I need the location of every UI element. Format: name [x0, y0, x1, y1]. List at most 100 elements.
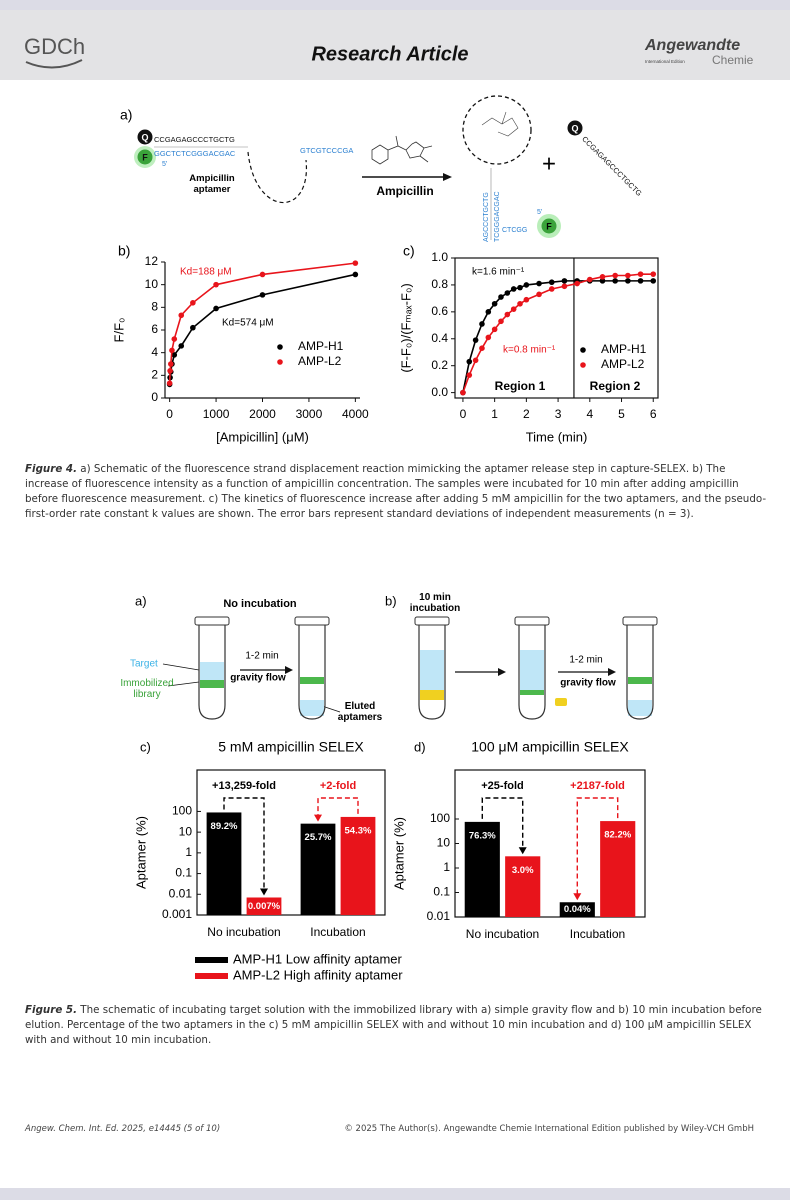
pointer — [167, 681, 200, 687]
annotation: Kd=188 μM — [180, 267, 232, 278]
x-tick-label: 0 — [166, 407, 173, 421]
data-point — [259, 271, 266, 278]
header-band — [0, 10, 790, 80]
data-point — [587, 276, 593, 283]
loop — [247, 151, 307, 204]
data-point — [637, 278, 644, 284]
tube-content — [628, 700, 652, 716]
y-tick-label: 0.4 — [431, 331, 448, 345]
data-point — [166, 380, 173, 387]
data-point — [491, 326, 498, 333]
y-tick-label: 10 — [179, 824, 193, 838]
x-axis-title: Time (min) — [526, 429, 588, 444]
y-tick-label: 10 — [437, 836, 451, 850]
eluted-label: Eluted aptamers — [337, 701, 383, 723]
data-point — [178, 343, 185, 349]
y-tick-label: 1.0 — [431, 250, 448, 264]
header-title: Research Article — [311, 43, 468, 65]
data-point — [352, 260, 359, 266]
data-point — [259, 292, 266, 298]
data-point — [213, 281, 219, 288]
data-point — [466, 372, 473, 378]
time-label: 1-2 min — [569, 655, 602, 666]
panel-title: No incubation — [223, 598, 297, 610]
data-point — [171, 352, 178, 358]
data-point — [517, 300, 523, 307]
data-point — [479, 321, 485, 327]
data-point — [485, 334, 492, 341]
data-point — [625, 278, 631, 284]
sequence: TCGGGACGAC — [494, 191, 501, 242]
y-tick-label: 1 — [443, 860, 450, 874]
data-point — [472, 357, 479, 364]
y-axis-title: Aptamer (%) — [391, 817, 406, 890]
x-axis-title: [Ampicillin] (μM) — [216, 429, 309, 444]
x-tick-label: 4 — [586, 407, 593, 421]
y-axis-title: F/F₀ — [111, 318, 126, 343]
quencher-label: Q — [141, 132, 148, 142]
panel-label: c) — [403, 243, 415, 259]
panel-label: d) — [414, 739, 426, 754]
data-point — [561, 278, 568, 284]
data-point — [460, 389, 466, 396]
sequence: CCGAGAGCCCTGCTG — [580, 134, 644, 198]
quencher — [137, 129, 153, 145]
caption-label: Figure 5. — [25, 1004, 77, 1016]
data-point — [612, 272, 618, 279]
fold-label: +13,259-fold — [212, 780, 276, 792]
method-label: gravity flow — [560, 678, 616, 689]
bottom-strip — [0, 1188, 790, 1200]
legend-marker — [277, 359, 283, 365]
target-label: Target — [130, 659, 158, 670]
data-point — [536, 291, 542, 298]
x-tick-label: 1000 — [203, 407, 230, 421]
fold-arrow-head — [518, 847, 527, 855]
tube-rim — [622, 616, 658, 626]
y-tick-label: 100 — [430, 811, 450, 825]
data-point — [599, 274, 606, 280]
five-prime: 5' — [537, 209, 542, 216]
data-point — [510, 306, 517, 312]
legend-marker — [277, 344, 283, 350]
data-point — [574, 280, 580, 287]
tube-content — [420, 690, 444, 700]
legend-label: AMP-L2 High affinity aptamer — [233, 967, 403, 982]
tube-content — [520, 650, 544, 690]
data-point — [650, 278, 657, 284]
bound-molecule — [481, 111, 519, 137]
x-tick-label: 3 — [555, 407, 562, 421]
legend-label: AMP-H1 Low affinity aptamer — [233, 951, 402, 966]
data-point — [504, 290, 511, 296]
annotation: k=0.8 min⁻¹ — [503, 345, 556, 356]
bar — [300, 823, 336, 915]
data-point — [178, 312, 185, 319]
arrow-head — [285, 666, 293, 674]
sequence: CCGAGAGCCCTGCTG — [154, 135, 235, 144]
y-tick-label: 0.6 — [431, 304, 448, 318]
y-tick-label: 0.1 — [433, 885, 450, 899]
five-prime: 5' — [162, 161, 167, 168]
magnet — [555, 698, 567, 706]
sequence: GTCGTCCCGA — [300, 146, 353, 155]
x-tick-label: No incubation — [207, 925, 280, 939]
value-label: 82.2% — [604, 830, 631, 841]
bar — [340, 816, 376, 915]
fluorophore-label: F — [546, 221, 552, 231]
quencher — [567, 120, 583, 136]
chart-title: 100 μM ampicillin SELEX — [471, 739, 629, 755]
bar — [206, 812, 242, 915]
data-point — [498, 294, 504, 300]
data-point — [625, 272, 631, 279]
binding-pocket — [462, 95, 532, 165]
x-tick-label: 2000 — [249, 407, 276, 421]
bar — [505, 856, 541, 917]
quencher-label: Q — [571, 123, 578, 133]
fold-label: +2-fold — [320, 780, 356, 792]
data-point — [517, 284, 523, 291]
citation: Angew. Chem. Int. Ed. 2025, e14445 (5 of… — [25, 1124, 221, 1134]
sequence: AGCCCTGCTG — [483, 192, 490, 242]
data-point — [352, 271, 359, 278]
arrow-head — [498, 668, 506, 676]
tube — [518, 625, 546, 720]
